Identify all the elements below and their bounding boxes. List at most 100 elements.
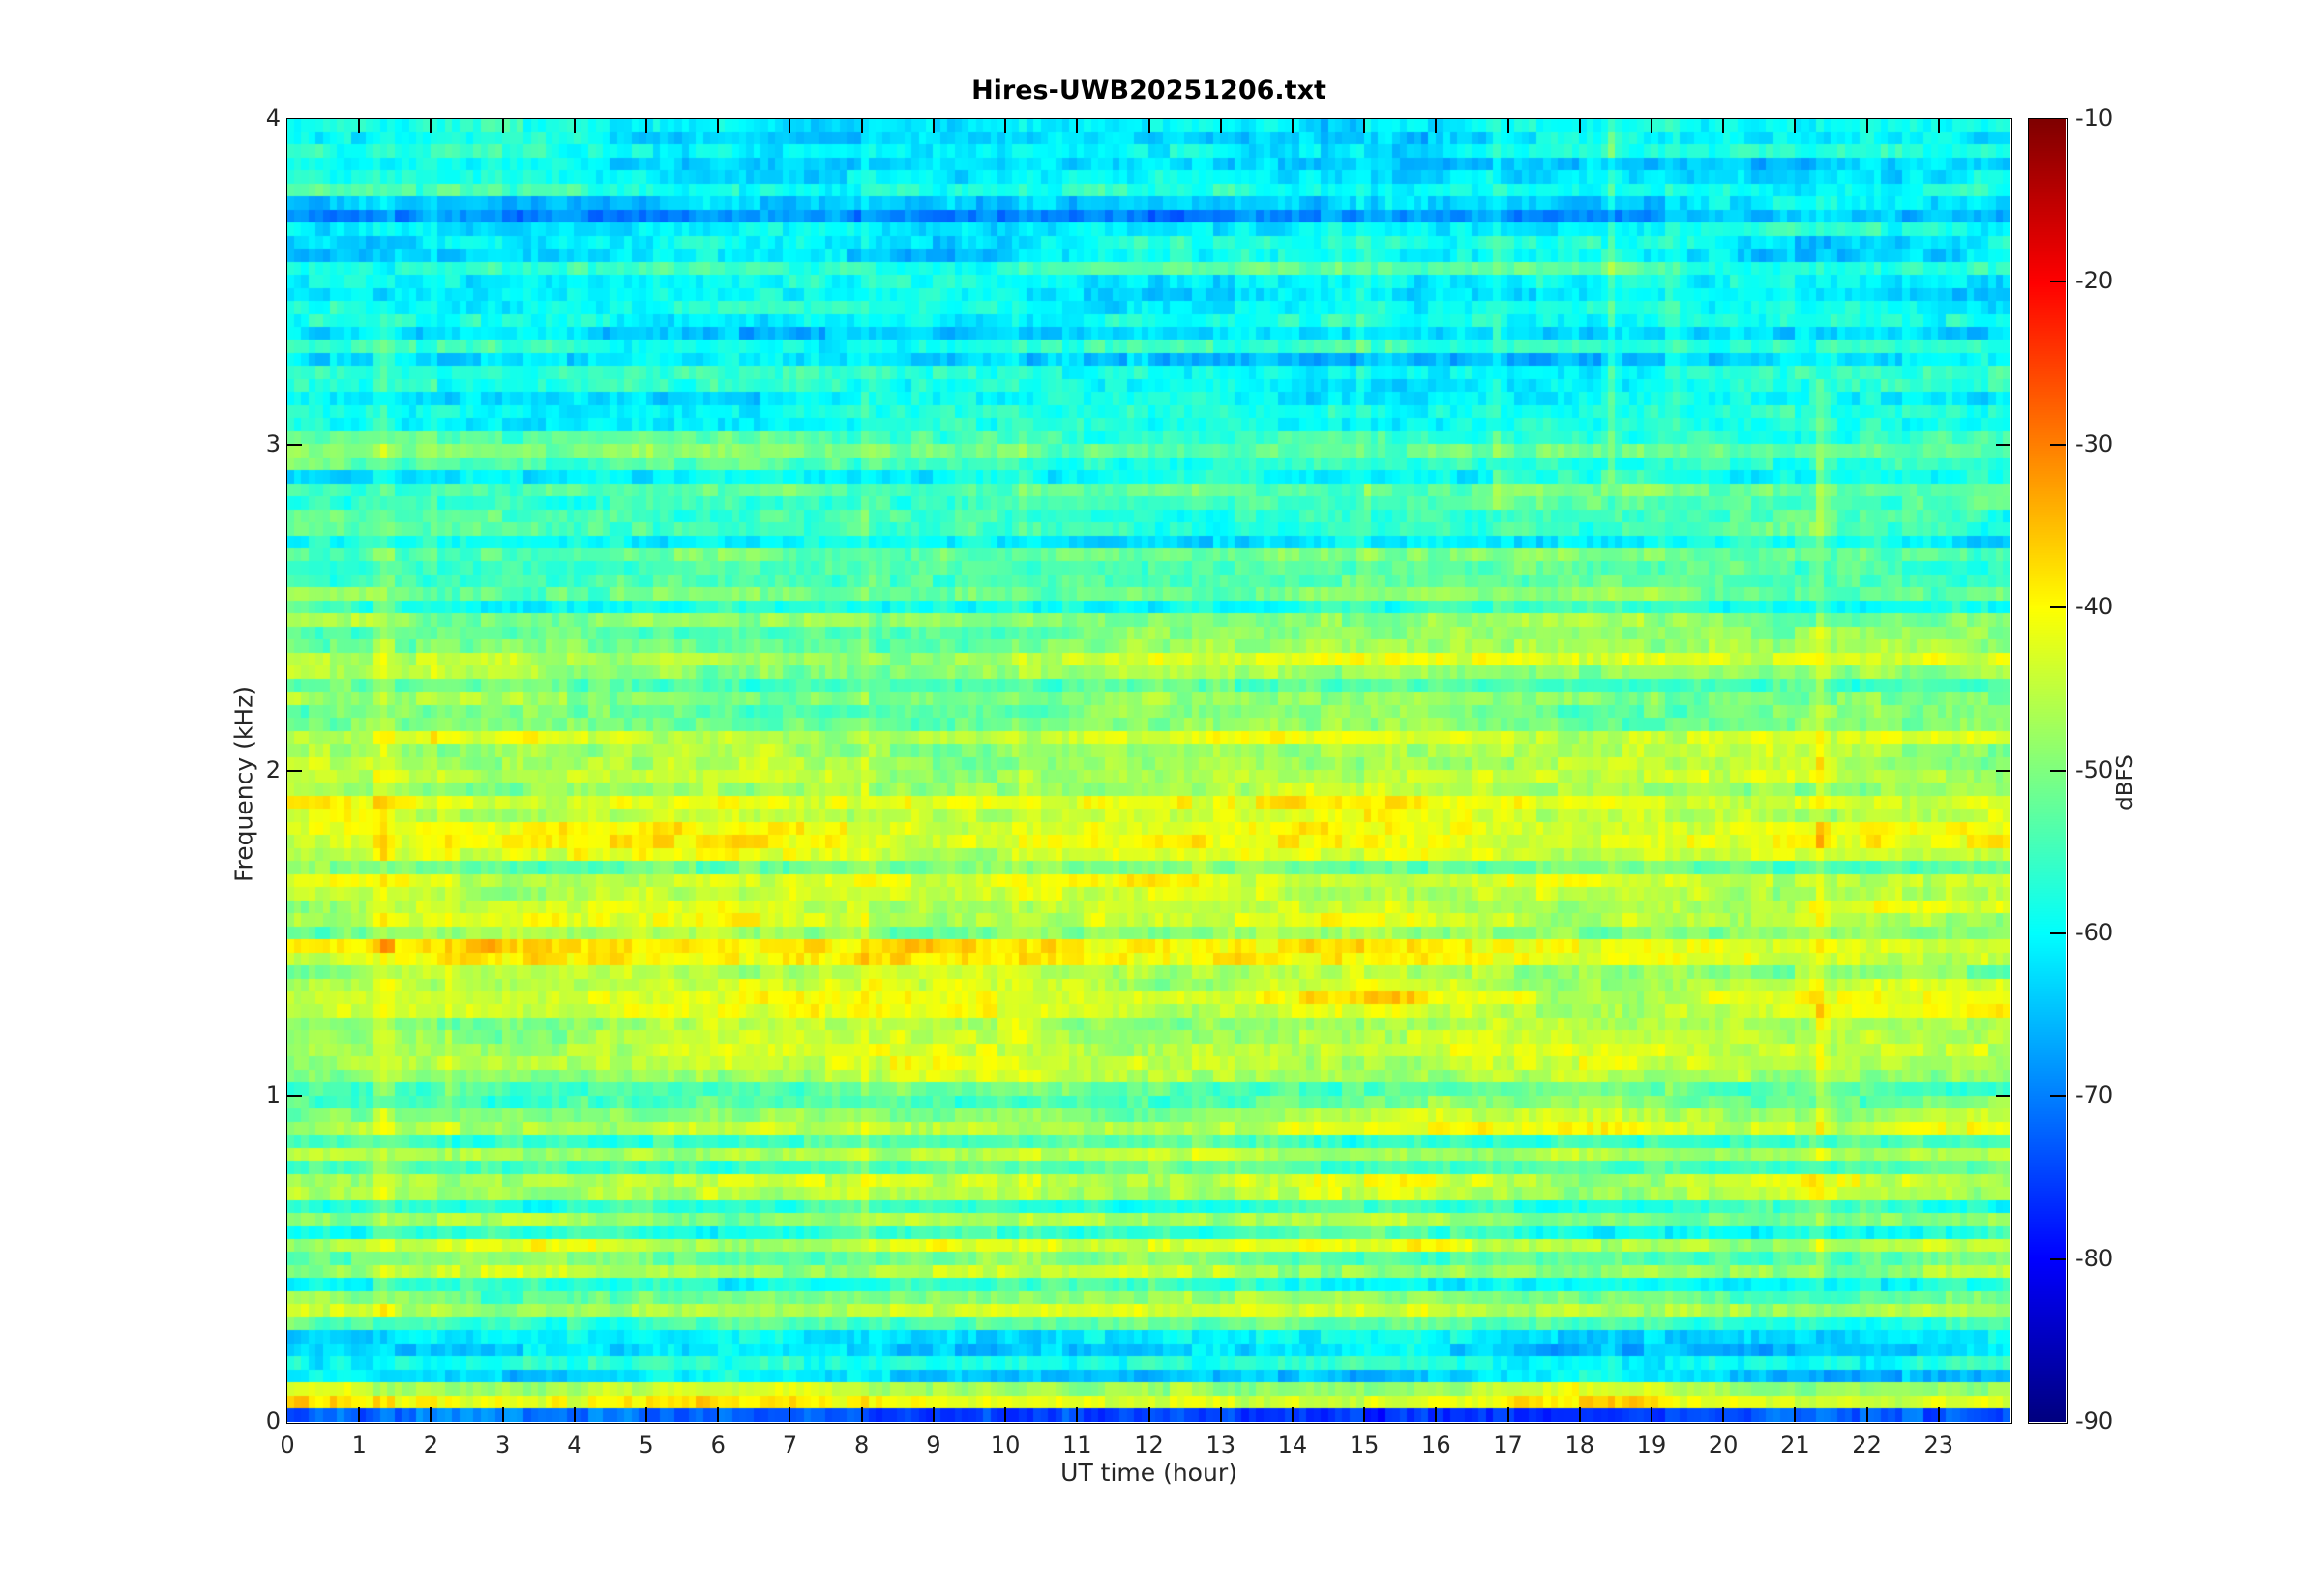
x-tick (1291, 1407, 1294, 1422)
x-tick-top (1650, 119, 1652, 133)
y-tick-label: 4 (265, 104, 281, 132)
colorbar-tick-label: -80 (2075, 1244, 2114, 1272)
x-tick (1076, 1407, 1079, 1422)
colorbar-tick-label: -90 (2075, 1407, 2114, 1434)
x-tick-label: 14 (1277, 1432, 1308, 1459)
x-tick-top (1865, 119, 1868, 133)
x-tick (358, 1407, 361, 1422)
x-tick-top (717, 119, 720, 133)
x-tick-top (573, 119, 576, 133)
x-tick-top (645, 119, 648, 133)
colorbar-tick-label: -40 (2075, 593, 2114, 621)
y-tick-right (1996, 1095, 2010, 1098)
x-tick-top (1722, 119, 1725, 133)
x-tick-top (1363, 119, 1366, 133)
x-tick (1578, 1407, 1581, 1422)
y-tick (287, 1095, 302, 1098)
colorbar-tick (2050, 769, 2066, 772)
x-tick (1435, 1407, 1438, 1422)
x-tick-top (1506, 119, 1509, 133)
x-tick (1650, 1407, 1652, 1422)
x-tick-label: 8 (854, 1432, 870, 1459)
x-tick (789, 1407, 791, 1422)
y-tick (287, 769, 302, 772)
x-tick-top (1004, 119, 1007, 133)
x-tick (860, 1407, 863, 1422)
x-tick-label: 5 (639, 1432, 654, 1459)
x-tick-label: 23 (1923, 1432, 1954, 1459)
x-tick-label: 13 (1206, 1432, 1235, 1459)
x-tick-top (789, 119, 791, 133)
x-tick (1937, 1407, 1940, 1422)
x-tick-top (1291, 119, 1294, 133)
x-tick-top (860, 119, 863, 133)
x-tick-label: 3 (494, 1432, 511, 1459)
x-tick-label: 19 (1636, 1432, 1667, 1459)
y-tick (287, 443, 302, 446)
x-tick-label: 4 (567, 1432, 582, 1459)
colorbar-tick-label: -50 (2075, 755, 2114, 783)
spectrogram-heatmap (287, 119, 2010, 1422)
colorbar-tick-label: -30 (2075, 429, 2114, 458)
x-tick-label: 17 (1493, 1432, 1523, 1459)
colorbar-tick-label: -70 (2075, 1081, 2114, 1109)
colorbar-tick (2050, 606, 2066, 609)
x-tick (932, 1407, 935, 1422)
x-tick (1794, 1407, 1797, 1422)
x-tick (1004, 1407, 1007, 1422)
x-tick (1722, 1407, 1725, 1422)
x-tick-label: 9 (926, 1432, 941, 1459)
x-tick-top (430, 119, 432, 133)
colorbar-tick-label: -20 (2075, 267, 2114, 295)
x-tick-label: 18 (1564, 1432, 1595, 1459)
x-tick (1147, 1407, 1150, 1422)
x-tick (717, 1407, 720, 1422)
x-tick-label: 15 (1349, 1432, 1380, 1459)
x-tick-top (1147, 119, 1150, 133)
x-tick-top (1578, 119, 1581, 133)
y-tick-label: 0 (265, 1407, 281, 1434)
x-tick-label: 6 (710, 1432, 726, 1459)
x-tick (1363, 1407, 1366, 1422)
colorbar-tick (2050, 443, 2066, 446)
x-tick-label: 22 (1852, 1432, 1882, 1459)
y-tick-label: 3 (265, 429, 281, 458)
x-tick (1865, 1407, 1868, 1422)
y-tick-label: 2 (265, 755, 281, 783)
x-tick (430, 1407, 432, 1422)
x-tick-label: 2 (423, 1432, 439, 1459)
colorbar-label: dBFS (2113, 754, 2138, 811)
x-tick-top (1076, 119, 1079, 133)
colorbar-tick (2050, 1095, 2066, 1098)
x-tick-top (358, 119, 361, 133)
x-tick-top (501, 119, 504, 133)
colorbar-tick (2050, 1257, 2066, 1260)
x-tick-top (932, 119, 935, 133)
x-tick-top (1435, 119, 1438, 133)
x-tick-label: 20 (1708, 1432, 1739, 1459)
x-tick (501, 1407, 504, 1422)
x-tick (573, 1407, 576, 1422)
y-tick-label: 1 (265, 1081, 281, 1109)
x-tick-label: 1 (351, 1432, 367, 1459)
x-tick-top (1937, 119, 1940, 133)
y-tick-right (1996, 769, 2010, 772)
x-tick-label: 11 (1062, 1432, 1092, 1459)
colorbar-tick (2050, 281, 2066, 283)
x-tick-label: 21 (1780, 1432, 1810, 1459)
colorbar-tick-label: -60 (2075, 918, 2114, 946)
x-tick-label: 7 (782, 1432, 798, 1459)
x-tick-label: 12 (1134, 1432, 1164, 1459)
x-tick-label: 16 (1421, 1432, 1451, 1459)
x-tick-top (1219, 119, 1222, 133)
x-tick (1219, 1407, 1222, 1422)
colorbar-tick-label: -10 (2075, 104, 2114, 132)
x-tick-label: 10 (990, 1432, 1021, 1459)
y-axis-label: Frequency (kHz) (229, 686, 258, 883)
x-tick-top (1794, 119, 1797, 133)
plot-title: Hires-UWB20251206.txt (971, 75, 1326, 105)
x-tick-label: 0 (280, 1432, 295, 1459)
x-tick (645, 1407, 648, 1422)
colorbar-tick (2050, 931, 2066, 934)
